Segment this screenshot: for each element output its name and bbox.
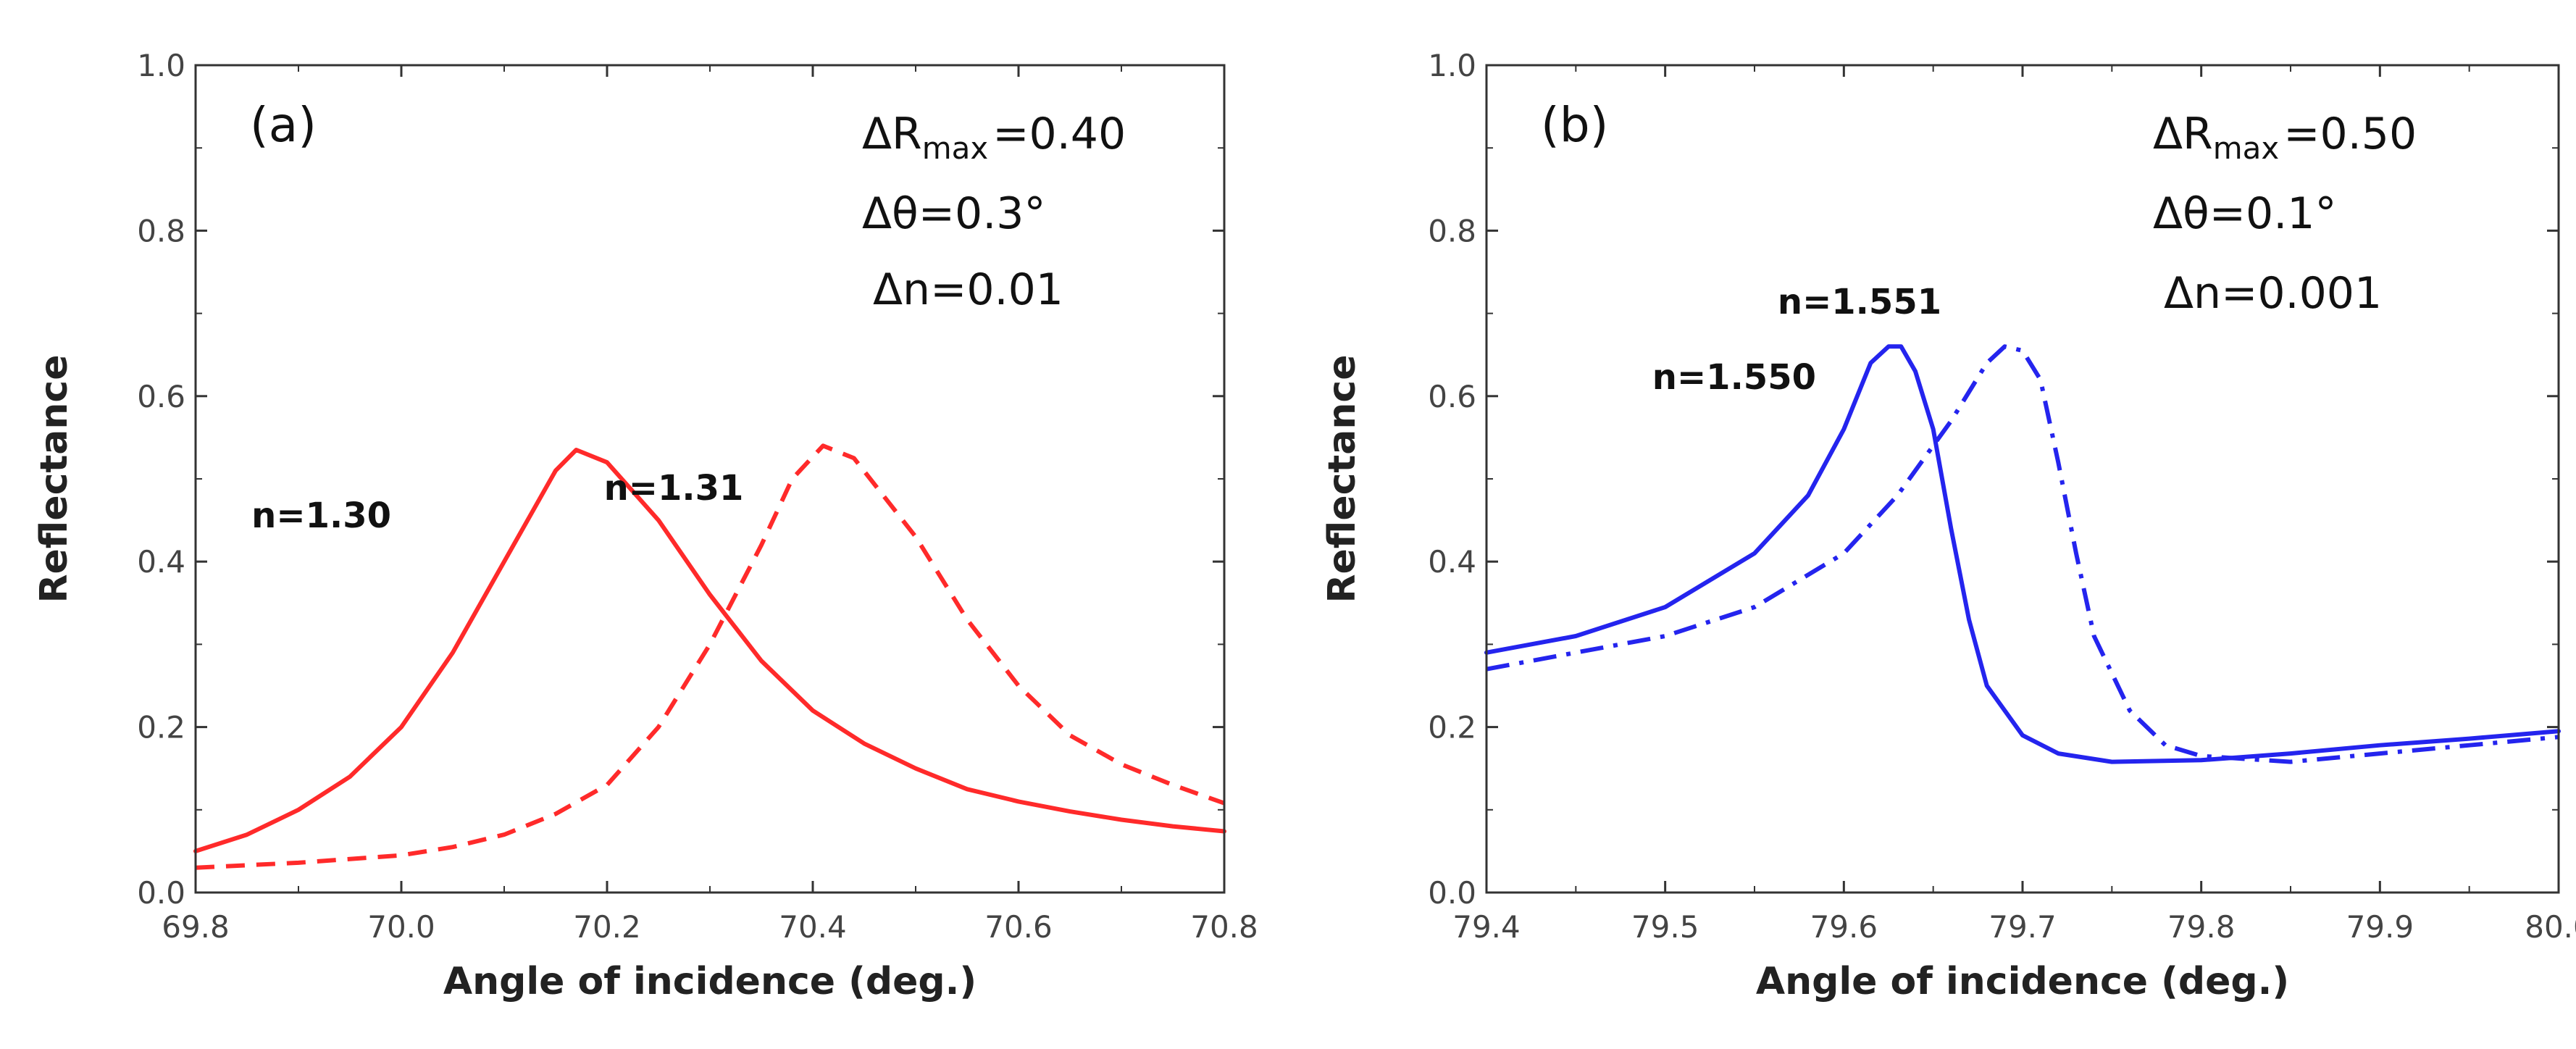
panel-b-delta-r-subscript: max (2213, 130, 2280, 166)
panel-a-delta-r-max-annotation: ΔRmax =0.40 (862, 109, 1126, 166)
x-tick-label: 79.6 (1810, 909, 1878, 945)
y-tick-label: 1.0 (137, 48, 185, 83)
panel-a-x-axis-label: Angle of incidence (deg.) (443, 960, 977, 1003)
panel-b-delta-n-annotation: Δn=0.001 (2164, 268, 2382, 319)
y-tick-label: 1.0 (1428, 48, 1476, 83)
panel-b-series-label-n1551: n=1.551 (1778, 282, 1941, 322)
panel-b-y-axis-label: Reflectance (1321, 354, 1364, 603)
x-tick-label: 79.7 (1989, 909, 2057, 945)
x-tick-label: 79.8 (2167, 909, 2236, 945)
panel-b: 79.4 79.5 79.6 79.7 79.8 79.9 80.0 0.0 0.2 0.4 0.6… (1321, 48, 2576, 1003)
panel-b-delta-r-value: =0.50 (2283, 109, 2417, 159)
x-tick-label: 69.8 (162, 909, 230, 945)
y-tick-label: 0.6 (1428, 379, 1476, 414)
panel-b-marks (1484, 344, 2561, 764)
x-tick-label: 79.5 (1631, 909, 1699, 945)
x-tick-label: 70.2 (573, 909, 641, 945)
y-tick-label: 0.4 (1428, 544, 1476, 580)
panel-a-delta-r-prefix: ΔR (862, 109, 922, 159)
series-line-2 (1486, 344, 2559, 764)
panel-a-label: (a) (250, 97, 317, 153)
panel-b-delta-r-prefix: ΔR (2153, 109, 2213, 159)
y-tick-label: 0.8 (137, 213, 185, 248)
y-tick-label: 0.8 (1428, 213, 1476, 248)
panel-b-delta-r-max-annotation: ΔRmax =0.50 (2153, 109, 2417, 166)
x-tick-label: 70.8 (1190, 909, 1258, 945)
x-tick-label: 70.6 (984, 909, 1053, 945)
x-tick-label: 79.9 (2346, 909, 2414, 945)
x-tick-label: 79.4 (1452, 909, 1521, 945)
panel-a-series-label-n130: n=1.30 (251, 496, 391, 536)
y-tick-label: 0.2 (1428, 710, 1476, 745)
panel-a-delta-n-annotation: Δn=0.01 (873, 264, 1063, 315)
panel-a-delta-r-subscript: max (922, 130, 989, 166)
panel-a-delta-r-value: =0.40 (992, 109, 1126, 159)
panel-b-series-label-n1550: n=1.550 (1652, 357, 1816, 398)
x-tick-label: 80.0 (2525, 909, 2576, 945)
y-tick-label: 0.6 (137, 379, 185, 414)
panel-a-marks (193, 443, 1226, 870)
y-tick-label: 0.0 (137, 875, 185, 911)
panel-b-label: (b) (1541, 97, 1608, 153)
series-line-1 (193, 448, 1226, 853)
y-tick-label: 0.4 (137, 544, 185, 580)
panel-a-ticks: 69.8 70.0 70.2 70.4 70.6 70.8 0.0 0.2 0.4 0.6 0.8 1… (137, 48, 1258, 945)
panel-b-x-axis-label: Angle of incidence (deg.) (1756, 960, 2289, 1003)
panel-b-ticks: 79.4 79.5 79.6 79.7 79.8 79.9 80.0 0.0 0.2 0.4 0.6… (1428, 48, 2576, 945)
panel-a-delta-theta-annotation: Δθ=0.3° (862, 188, 1045, 239)
y-tick-label: 0.0 (1428, 875, 1476, 911)
panel-a-y-axis-label: Reflectance (33, 354, 76, 603)
panel-b-delta-theta-annotation: Δθ=0.1° (2153, 188, 2336, 239)
panel-a: 69.8 70.0 70.2 70.4 70.6 70.8 0.0 0.2 0.4 0.6 0.8 1… (33, 48, 1258, 1003)
series-line-2 (195, 443, 1226, 870)
y-tick-label: 0.2 (137, 710, 185, 745)
panel-b-plot-frame (1485, 64, 2560, 894)
x-tick-label: 70.0 (367, 909, 435, 945)
x-tick-label: 70.4 (779, 909, 847, 945)
panel-a-series-label-n131: n=1.31 (604, 468, 744, 509)
series-line-1 (1484, 344, 2561, 764)
